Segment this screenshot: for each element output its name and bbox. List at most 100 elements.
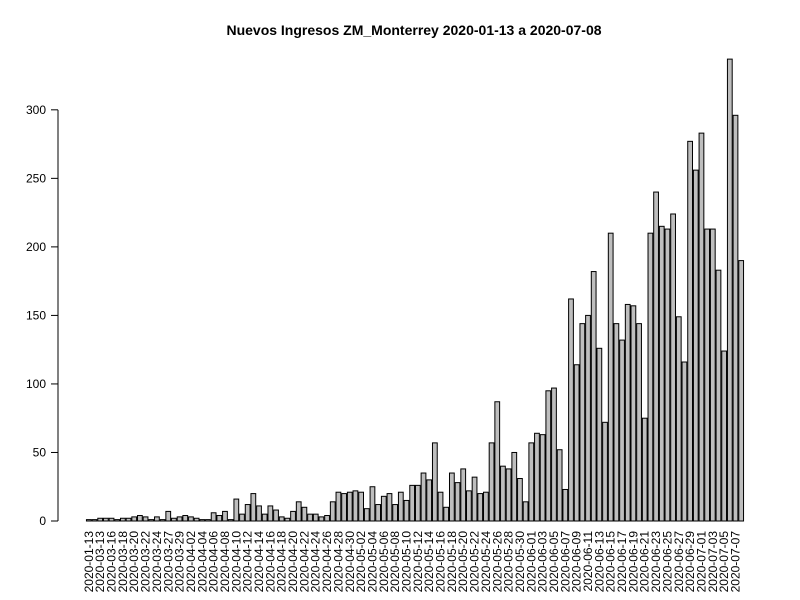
y-tick-label: 300 <box>26 103 46 117</box>
x-tick-label: 2020-06-11 <box>581 531 595 592</box>
bar <box>397 491 404 522</box>
y-tick-label: 50 <box>33 445 47 459</box>
x-tick-label: 2020-03-27 <box>161 531 175 593</box>
bar <box>114 519 121 522</box>
bar <box>188 516 194 522</box>
bar <box>732 114 739 522</box>
bar <box>522 501 529 522</box>
bar <box>726 58 733 522</box>
bar <box>460 468 467 522</box>
x-tick-label: 2020-05-30 <box>513 531 527 593</box>
bar <box>171 517 177 522</box>
x-tick-label: 2020-05-08 <box>388 531 402 593</box>
bar <box>97 517 104 522</box>
x-tick-label: 2020-04-10 <box>229 531 243 593</box>
bar <box>193 517 200 522</box>
bar <box>687 140 693 522</box>
bar <box>335 491 342 522</box>
x-tick-label: 2020-04-24 <box>309 531 323 593</box>
bar <box>329 501 336 522</box>
bar <box>108 517 115 522</box>
y-tick-label: 0 <box>39 514 46 528</box>
bar <box>154 516 160 522</box>
bar <box>363 508 370 522</box>
bar <box>239 513 245 522</box>
bar <box>579 323 586 522</box>
bar <box>307 513 313 522</box>
bar <box>420 472 427 522</box>
bar <box>619 339 625 522</box>
x-tick-label: 2020-04-22 <box>297 531 311 593</box>
bar <box>261 513 268 522</box>
x-tick-label: 2020-05-20 <box>456 531 470 593</box>
x-tick-label: 2020-06-29 <box>683 531 697 593</box>
bar <box>137 515 143 522</box>
x-tick-label: 2020-06-27 <box>672 531 686 593</box>
bar <box>534 432 540 522</box>
x-tick-label: 2020-04-16 <box>263 531 277 593</box>
x-tick-label: 2020-04-26 <box>320 531 334 593</box>
bar <box>471 476 478 522</box>
x-tick-label: 2020-05-06 <box>377 531 391 593</box>
x-tick-label: 2020-03-18 <box>116 531 130 593</box>
x-tick-label: 2020-05-10 <box>399 531 413 593</box>
bar <box>227 519 234 522</box>
bar <box>210 512 217 522</box>
x-tick-label: 2020-06-07 <box>558 531 572 593</box>
x-tick-label: 2020-04-04 <box>195 531 209 593</box>
x-tick-label: 2020-06-25 <box>660 531 674 593</box>
bar <box>448 472 455 522</box>
bar <box>273 509 279 522</box>
bar <box>573 364 580 522</box>
x-tick-label: 2020-06-17 <box>615 531 629 593</box>
bar <box>658 225 665 522</box>
bar <box>91 519 98 522</box>
bar <box>709 228 716 522</box>
x-tick-label: 2020-05-24 <box>479 531 493 593</box>
bar <box>119 517 126 522</box>
bar <box>738 260 745 522</box>
bar <box>85 519 92 522</box>
bar <box>125 517 132 522</box>
bar <box>721 350 728 522</box>
bar <box>182 515 189 522</box>
x-tick-label: 2020-04-08 <box>218 531 232 593</box>
bar <box>698 132 705 522</box>
bar <box>267 505 274 522</box>
bar <box>403 499 410 522</box>
x-tick-label: 2020-03-22 <box>139 531 153 593</box>
bar <box>131 516 138 522</box>
x-tick-label: 2020-01-13 <box>82 531 96 593</box>
x-tick-label: 2020-05-28 <box>502 531 516 593</box>
bar <box>511 451 518 522</box>
bar <box>431 442 438 522</box>
bar <box>624 303 631 522</box>
bar <box>664 228 671 522</box>
x-tick-label: 2020-06-21 <box>638 531 652 593</box>
bar <box>488 442 495 522</box>
bar <box>216 515 223 522</box>
bar <box>386 493 393 522</box>
x-tick-label: 2020-05-04 <box>365 531 379 593</box>
bar <box>165 510 172 522</box>
x-tick-label: 2020-06-05 <box>547 531 561 593</box>
bar <box>324 515 330 522</box>
bar <box>585 314 591 522</box>
bar <box>692 169 699 522</box>
x-tick-label: 2020-05-18 <box>445 531 459 593</box>
y-tick-label: 150 <box>26 308 46 322</box>
bar <box>392 504 399 522</box>
bar <box>312 513 319 522</box>
bar <box>681 361 688 522</box>
bar <box>551 387 557 522</box>
x-tick-label: 2020-06-03 <box>536 531 550 593</box>
bar <box>443 506 450 522</box>
bar <box>301 506 308 522</box>
bar <box>704 228 711 522</box>
y-tick-label: 200 <box>26 240 46 254</box>
x-tick-label: 2020-03-20 <box>127 531 141 593</box>
bar <box>630 305 637 522</box>
y-tick-label: 250 <box>26 171 46 185</box>
x-tick-label: 2020-07-01 <box>694 531 708 593</box>
bar <box>670 213 676 522</box>
